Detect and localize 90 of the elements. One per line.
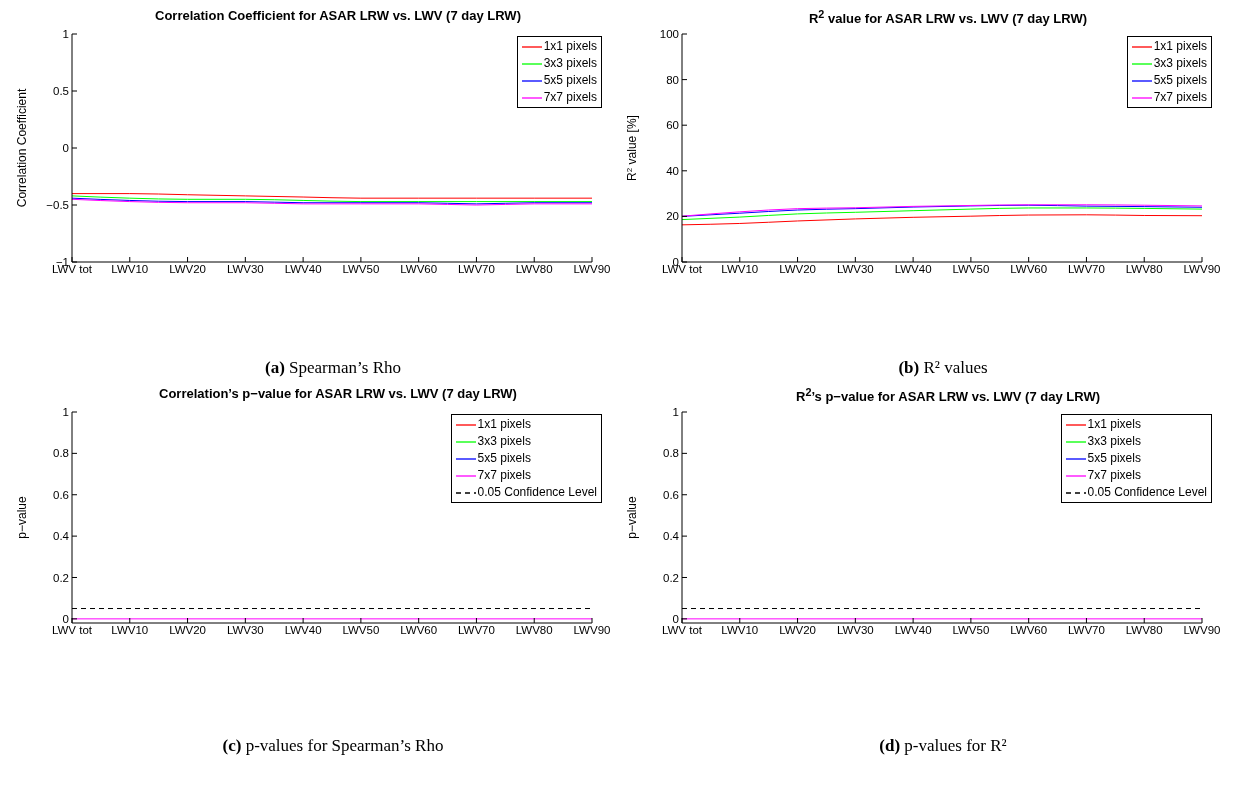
legend-label: 7x7 pixels	[477, 467, 531, 484]
x-tick-label: LWV60	[400, 263, 438, 276]
legend-label: 0.05 Confidence Level	[1087, 484, 1207, 501]
legend-label: 5x5 pixels	[1153, 72, 1207, 89]
x-tick-label: LWV10	[721, 624, 759, 637]
x-tick-label: LWV tot	[661, 624, 703, 637]
legend-label: 1x1 pixels	[1087, 416, 1141, 433]
x-tick-label: LWV90	[1183, 263, 1221, 276]
x-tick-label: LWV50	[952, 624, 990, 637]
line-series	[682, 214, 1202, 226]
x-tick-label: LWV20	[779, 263, 816, 276]
y-tick-label: 40	[666, 164, 679, 177]
y-tick-label: 1	[62, 28, 69, 41]
legend-label: 1x1 pixels	[543, 38, 597, 55]
y-tick-label: 0.4	[53, 530, 70, 543]
y-tick-label: 0.5	[53, 85, 69, 98]
x-tick-label: LWV40	[894, 263, 932, 276]
legend-label: 1x1 pixels	[477, 416, 531, 433]
x-tick-label: LWV90	[573, 263, 611, 276]
y-tick-label: 0.2	[663, 571, 679, 584]
text: (a) Spearman’s Rho	[264, 358, 402, 378]
x-tick-label: LWV50	[342, 263, 380, 276]
x-tick-label: LWV40	[894, 624, 932, 637]
x-tick-label: LWV30	[226, 263, 264, 276]
legend-label: 5x5 pixels	[1087, 450, 1141, 467]
y-tick-label: 0.6	[53, 488, 69, 501]
x-tick-label: LWV30	[226, 624, 264, 637]
x-tick-label: LWV40	[284, 624, 322, 637]
x-tick-label: LWV20	[169, 263, 206, 276]
y-tick-label: 0.4	[663, 530, 680, 543]
legend-label: 0.05 Confidence Level	[477, 484, 597, 501]
x-tick-label: LWV80	[1125, 624, 1163, 637]
legend-label: 3x3 pixels	[1153, 55, 1207, 72]
legend-label: 1x1 pixels	[1153, 38, 1207, 55]
x-tick-label: LWV20	[169, 624, 206, 637]
y-tick-label: 1	[62, 406, 69, 419]
y-tick-label: 80	[666, 73, 679, 86]
text: (d) p-values for R²	[878, 736, 1008, 756]
x-tick-label: LWV70	[458, 624, 495, 637]
y-tick-label: 0.8	[53, 447, 69, 460]
x-tick-label: LWV20	[779, 624, 816, 637]
y-tick-label: 0	[672, 612, 679, 625]
x-tick-label: LWV80	[1125, 263, 1163, 276]
y-tick-label: 0.2	[53, 571, 69, 584]
x-tick-label: LWV80	[515, 624, 553, 637]
y-tick-label: 60	[666, 119, 679, 132]
y-axis-title: p−value	[625, 495, 639, 539]
y-tick-label: 0.6	[663, 488, 679, 501]
legend-label: 7x7 pixels	[543, 89, 597, 106]
text: (b) R² values	[897, 358, 989, 378]
legend-label: 3x3 pixels	[543, 55, 597, 72]
x-tick-label: LWV70	[1068, 263, 1105, 276]
x-tick-label: LWV80	[515, 263, 553, 276]
y-axis-title: p−value	[15, 495, 29, 539]
legend-label: 5x5 pixels	[543, 72, 597, 89]
legend-label: 5x5 pixels	[477, 450, 531, 467]
legend-label: 7x7 pixels	[1153, 89, 1207, 106]
chart-title: R$^{2}$ value for ASAR LRW vs. LWV (7 day LRW)	[807, 8, 1089, 27]
x-tick-label: LWV70	[1068, 624, 1105, 637]
x-tick-label: LWV30	[836, 263, 874, 276]
x-tick-label: LWV10	[111, 624, 149, 637]
legend-label: 3x3 pixels	[477, 433, 531, 450]
chart-title: Correlation Coefficient for ASAR LRW vs. LWV (7 day LRW)	[154, 8, 522, 25]
x-tick-label: LWV60	[1010, 624, 1048, 637]
x-tick-label: LWV50	[342, 624, 380, 637]
y-tick-label: 20	[666, 210, 679, 223]
x-tick-label: LWV10	[111, 263, 149, 276]
y-tick-label: −0.5	[46, 199, 69, 212]
legend-label: 3x3 pixels	[1087, 433, 1141, 450]
legend-label: 7x7 pixels	[1087, 467, 1141, 484]
chart-title: R$^{2}$’s p−value for ASAR LRW vs. LWV (7 day LRW)	[795, 386, 1101, 405]
x-tick-label: LWV60	[400, 624, 438, 637]
line-series	[682, 207, 1202, 221]
x-tick-label: LWV60	[1010, 263, 1048, 276]
x-tick-label: LWV90	[1183, 624, 1221, 637]
y-tick-label: 0	[62, 612, 69, 625]
y-tick-label: 0	[62, 142, 69, 155]
x-tick-label: LWV70	[458, 263, 495, 276]
text: (c) p-values for Spearman’s Rho	[221, 736, 445, 756]
y-tick-label: 100	[659, 28, 679, 41]
x-tick-label: LWV40	[284, 263, 322, 276]
y-tick-label: 1	[672, 406, 679, 419]
x-tick-label: LWV10	[721, 263, 759, 276]
chart-title: Correlation’s p−value for ASAR LRW vs. LWV (7 day LRW)	[158, 386, 518, 403]
x-tick-label: LWV90	[573, 624, 611, 637]
y-axis-title: Correlation Coefficient	[15, 88, 29, 208]
y-tick-label: 0.8	[663, 447, 679, 460]
x-tick-label: LWV tot	[51, 624, 93, 637]
x-tick-label: LWV30	[836, 624, 874, 637]
x-tick-label: LWV50	[952, 263, 990, 276]
